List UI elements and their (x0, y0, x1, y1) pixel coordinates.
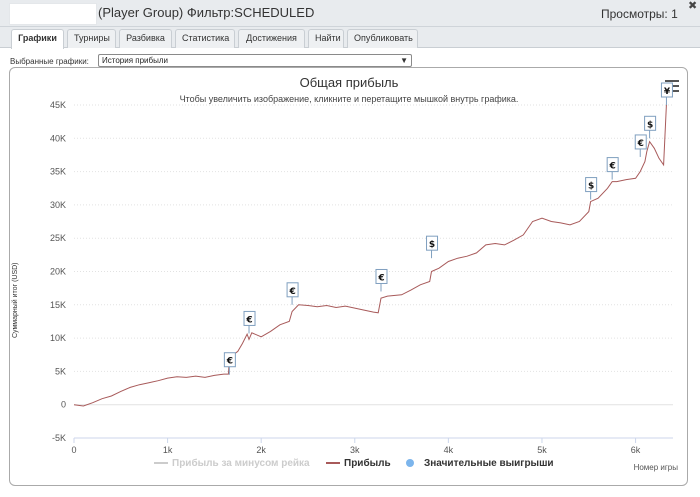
x-tick-label: 4k (444, 445, 454, 455)
big-win-flag: $ (585, 177, 598, 200)
close-icon[interactable]: ✖ (688, 0, 698, 12)
big-win-flags: €€€€$$€€$¥ (223, 82, 673, 375)
big-win-flag: ¥ (660, 82, 673, 105)
big-win-flag: € (634, 134, 647, 157)
chart-selector-dropdown[interactable]: История прибыли ▼ (98, 54, 412, 67)
big-win-currency-label: € (377, 273, 384, 283)
chevron-down-icon: ▼ (400, 56, 408, 65)
big-win-flag-box (426, 235, 439, 251)
legend-circle-marker (406, 459, 414, 467)
tab-breakdown[interactable]: Разбивка (119, 29, 172, 48)
tab-achievements[interactable]: Достижения (238, 29, 305, 48)
big-win-flag-box (585, 177, 598, 193)
big-win-flag: € (243, 310, 256, 334)
big-win-flag-box (634, 134, 647, 150)
tab-tournaments[interactable]: Турниры (67, 29, 116, 48)
chart-subtitle: Чтобы увеличить изображение, кликните и … (180, 94, 519, 104)
x-axis-title: Номер игры (634, 463, 679, 472)
big-win-flag: € (286, 282, 299, 305)
big-win-flag: € (375, 268, 388, 292)
big-win-flag-box (223, 352, 236, 368)
big-win-flag: € (606, 157, 619, 180)
big-win-flag-box (660, 82, 673, 98)
big-win-currency-label: $ (647, 120, 653, 130)
big-win-flag-box (286, 282, 299, 298)
y-tick-label: 25K (50, 233, 66, 243)
big-win-currency-label: € (609, 162, 616, 172)
y-tick-label: -5K (52, 433, 66, 443)
chart-title: Общая прибыль (300, 75, 399, 90)
y-tick-label: 30K (50, 200, 66, 210)
big-win-currency-label: $ (588, 182, 594, 192)
big-win-currency-label: € (288, 287, 295, 297)
tab-statistics[interactable]: Статистика (175, 29, 235, 48)
legend-label: Значительные выигрыши (424, 458, 554, 469)
legend-label: Прибыль (344, 457, 391, 469)
x-tick-label: 0 (71, 445, 76, 455)
tab-find[interactable]: Найти (308, 29, 344, 48)
legend-label: Прибыль за минусом рейка (172, 457, 310, 469)
views-counter: Просмотры: 1 (601, 7, 678, 21)
redacted-player-name (9, 3, 97, 25)
big-win-flag: $ (644, 115, 657, 139)
y-tick-label: 45K (50, 100, 66, 110)
chart-selector-label: Выбранные графики: (10, 57, 89, 66)
big-win-currency-label: € (226, 357, 233, 367)
y-tick-label: 20K (50, 267, 66, 277)
legend-item[interactable]: Значительные выигрыши (406, 458, 554, 469)
x-tick-label: 6k (631, 445, 641, 455)
big-win-flag: $ (426, 235, 439, 259)
big-win-flag-box (644, 115, 657, 131)
tab-graphs[interactable]: Графики (11, 29, 64, 49)
chart-selector-value: История прибыли (102, 56, 168, 65)
y-tick-label: 0 (61, 400, 66, 410)
profit-chart[interactable]: Общая прибыль Чтобы увеличить изображени… (10, 68, 688, 486)
big-win-currency-label: ¥ (664, 87, 671, 97)
y-tick-label: 5K (55, 366, 66, 376)
y-tick-label: 40K (50, 133, 66, 143)
legend-item[interactable]: Прибыль за минусом рейка (154, 457, 310, 469)
big-win-flag-box (606, 157, 619, 173)
y-tick-label: 10K (50, 333, 66, 343)
big-win-flag-box (375, 268, 388, 284)
chart-container[interactable]: Общая прибыль Чтобы увеличить изображени… (9, 67, 688, 486)
x-tick-label: 1k (163, 445, 173, 455)
x-tick-label: 3k (350, 445, 360, 455)
y-tick-label: 15K (50, 300, 66, 310)
profit-series-line (73, 104, 667, 407)
big-win-currency-label: € (245, 315, 252, 325)
series-area (73, 104, 667, 407)
big-win-currency-label: € (637, 139, 644, 149)
legend-item[interactable]: Прибыль (326, 457, 391, 469)
legend: Прибыль за минусом рейка Прибыль Значитель… (154, 457, 554, 469)
big-win-flag-box (243, 310, 256, 326)
y-tick-label: 35K (50, 167, 66, 177)
axes: -5K 0 5K 10K 15K 20K 25K 30K 35K 40K 45K 0 1k 2k 3k 4k 5… (50, 100, 673, 455)
window-title: (Player Group) Фильтр:SCHEDULED (98, 5, 315, 20)
x-tick-label: 2k (256, 445, 266, 455)
y-axis-title: Суммарный итог (USD) (11, 262, 19, 338)
grid-lines (74, 104, 673, 439)
x-tick-label: 5k (537, 445, 547, 455)
tab-publish[interactable]: Опубликовать (347, 29, 418, 48)
window-title-bar: (Player Group) Фильтр:SCHEDULED Просмотр… (0, 0, 700, 27)
big-win-flag: € (223, 352, 236, 375)
tab-bar: Графики Турниры Разбивка Статистика Дост… (0, 27, 700, 49)
big-win-currency-label: $ (429, 240, 435, 250)
